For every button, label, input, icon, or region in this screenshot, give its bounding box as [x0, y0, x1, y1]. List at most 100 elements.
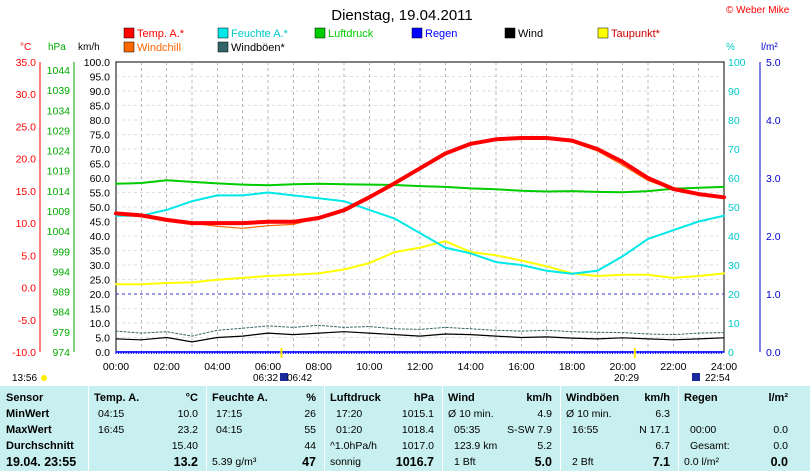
legend-label: Windböen* — [231, 42, 286, 54]
rain-tick-label: 3.0 — [766, 173, 781, 185]
pressure-header: Luftdruck — [330, 392, 381, 404]
kmh-tick-label: 40.0 — [90, 231, 111, 243]
rain-total-label: Gesamt: — [690, 440, 730, 452]
rain-time: 00:00 — [690, 424, 717, 436]
kmh-tick-label: 85.0 — [90, 101, 111, 113]
pressure-min-time: 17:20 — [336, 408, 363, 420]
temp-avg: 15.40 — [171, 440, 198, 452]
x-axis: 00:00 02:00 04:00 06:00 08:00 10:00 12:00 14:00… — [103, 351, 737, 373]
pct-tick-label: 50 — [728, 202, 740, 214]
row-label-avg: Durchschnitt — [6, 440, 74, 452]
temp-tick-label: 35.0 — [16, 57, 37, 69]
sun-time-label: 20:29 — [614, 373, 639, 384]
series-line — [115, 324, 725, 337]
x-tick-label: 06:00 — [255, 361, 281, 373]
wind-dir-time: 05:35 — [454, 424, 481, 436]
temp-header: Temp. A. — [94, 392, 140, 404]
hpa-tick-label: 1029 — [47, 125, 71, 137]
hpa-tick-label: 1004 — [47, 226, 71, 238]
series-line — [115, 240, 725, 286]
hpa-tick-label: 1019 — [47, 166, 71, 178]
humidity-column: Feuchte A. % 17:15 26 04:15 55 44 5.39 g… — [210, 386, 322, 471]
gust-max: N 17.1 — [639, 424, 670, 436]
sun-icon — [41, 375, 47, 381]
rain-header: Regen — [684, 392, 718, 404]
x-tick-label: 04:00 — [204, 361, 230, 373]
pct-tick-label: 0 — [728, 347, 734, 359]
kmh-tick-label: 90.0 — [90, 86, 111, 98]
legend-swatch — [123, 41, 135, 53]
temp-max-time: 16:45 — [98, 424, 125, 436]
gust-unit: km/h — [644, 392, 670, 404]
rain-rate: 0.0 l/m² — [684, 456, 720, 468]
gust-avg: 6.7 — [655, 440, 670, 452]
pressure-trend: ^1.0hPa/h — [330, 440, 377, 452]
pressure-current: 1016.7 — [395, 455, 434, 469]
time-left: 13:56 — [12, 373, 37, 384]
legend-label: Feuchte A.* — [231, 28, 289, 40]
row-label-current: 19.04. 23:55 — [6, 455, 77, 469]
x-tick-label: 08:00 — [306, 361, 332, 373]
hpa-tick-label: 994 — [52, 266, 70, 278]
statistics-table: Sensor MinWert MaxWert Durchschnitt 19.0… — [0, 386, 810, 471]
x-tick-label: 10:00 — [356, 361, 382, 373]
x-tick-label: 14:00 — [458, 361, 484, 373]
series-line — [115, 179, 725, 194]
x-tick-label: 22:00 — [660, 361, 686, 373]
x-tick-label: 16:00 — [508, 361, 534, 373]
temp-tick-label: -5.0 — [18, 315, 36, 327]
kmh-tick-label: 25.0 — [90, 275, 111, 287]
rain-tick-label: 4.0 — [766, 115, 781, 127]
legend-label: Windchill — [137, 42, 181, 54]
temp-max: 23.2 — [177, 424, 198, 436]
x-tick-label: 00:00 — [103, 361, 129, 373]
x-tick-label: 02:00 — [154, 361, 180, 373]
pct-tick-label: 70 — [728, 144, 740, 156]
rain-value: 0.0 — [773, 424, 788, 436]
pressure-trend-value: 1017.0 — [401, 440, 434, 452]
kmh-tick-label: 35.0 — [90, 246, 111, 258]
plot-grid — [116, 62, 724, 352]
gust-bft: 2 Bft — [572, 456, 594, 468]
rain-tick-label: 1.0 — [766, 289, 781, 301]
hpa-axis-unit: hPa — [48, 42, 66, 53]
temp-tick-label: 20.0 — [16, 154, 37, 166]
series-line — [115, 331, 725, 343]
temp-tick-label: -10.0 — [12, 347, 36, 359]
wind-run-value: 5.2 — [537, 440, 552, 452]
kmh-tick-label: 55.0 — [90, 188, 111, 200]
temp-unit: °C — [185, 392, 198, 404]
row-label-sensor: Sensor — [6, 392, 44, 404]
pressure-max-time: 01:20 — [336, 424, 363, 436]
hpa-tick-label: 974 — [52, 347, 70, 359]
sun-markers: 06:32 06:42 20:29 22:54 — [253, 348, 730, 384]
hpa-tick-label: 1024 — [47, 146, 71, 158]
wind-avg10-label: Ø 10 min. — [448, 408, 494, 420]
humidity-min: 26 — [304, 408, 316, 420]
rain-column: Regen l/m² 00:00 0.0 Gesamt: 0.0 0.0 l/m… — [682, 386, 794, 471]
sun-time-label: 22:54 — [705, 373, 730, 384]
kmh-tick-label: 100.0 — [84, 57, 110, 69]
moon-icon — [280, 373, 288, 381]
legend-label: Wind — [518, 28, 543, 40]
temp-tick-label: 0.0 — [21, 283, 36, 295]
sun-time-label: 06:42 — [287, 373, 312, 384]
x-tick-label: 20:00 — [610, 361, 636, 373]
temp-tick-label: 25.0 — [16, 121, 37, 133]
wind-header: Wind — [448, 392, 475, 404]
humidity-current: 47 — [302, 455, 316, 469]
hpa-tick-label: 989 — [52, 287, 70, 299]
chart-title: Dienstag, 19.04.2011 — [331, 7, 473, 24]
kmh-tick-label: 80.0 — [90, 115, 111, 127]
hpa-tick-label: 1039 — [47, 85, 71, 97]
x-tick-label: 12:00 — [407, 361, 433, 373]
kmh-axis-unit: km/h — [78, 42, 100, 53]
gust-column: Windböen km/h Ø 10 min. 6.3 16:55 N 17.1… — [564, 386, 676, 471]
hpa-tick-label: 1034 — [47, 105, 71, 117]
wind-avg10: 4.9 — [537, 408, 552, 420]
kmh-tick-label: 95.0 — [90, 72, 111, 84]
legend-swatch — [597, 27, 609, 39]
weather-chart: Dienstag, 19.04.2011 © Weber Mike Temp. … — [12, 5, 790, 384]
chart-legend: Temp. A.* Feuchte A.* Luftdruck Regen Wind Ta… — [123, 27, 661, 54]
pct-tick-label: 60 — [728, 173, 740, 185]
